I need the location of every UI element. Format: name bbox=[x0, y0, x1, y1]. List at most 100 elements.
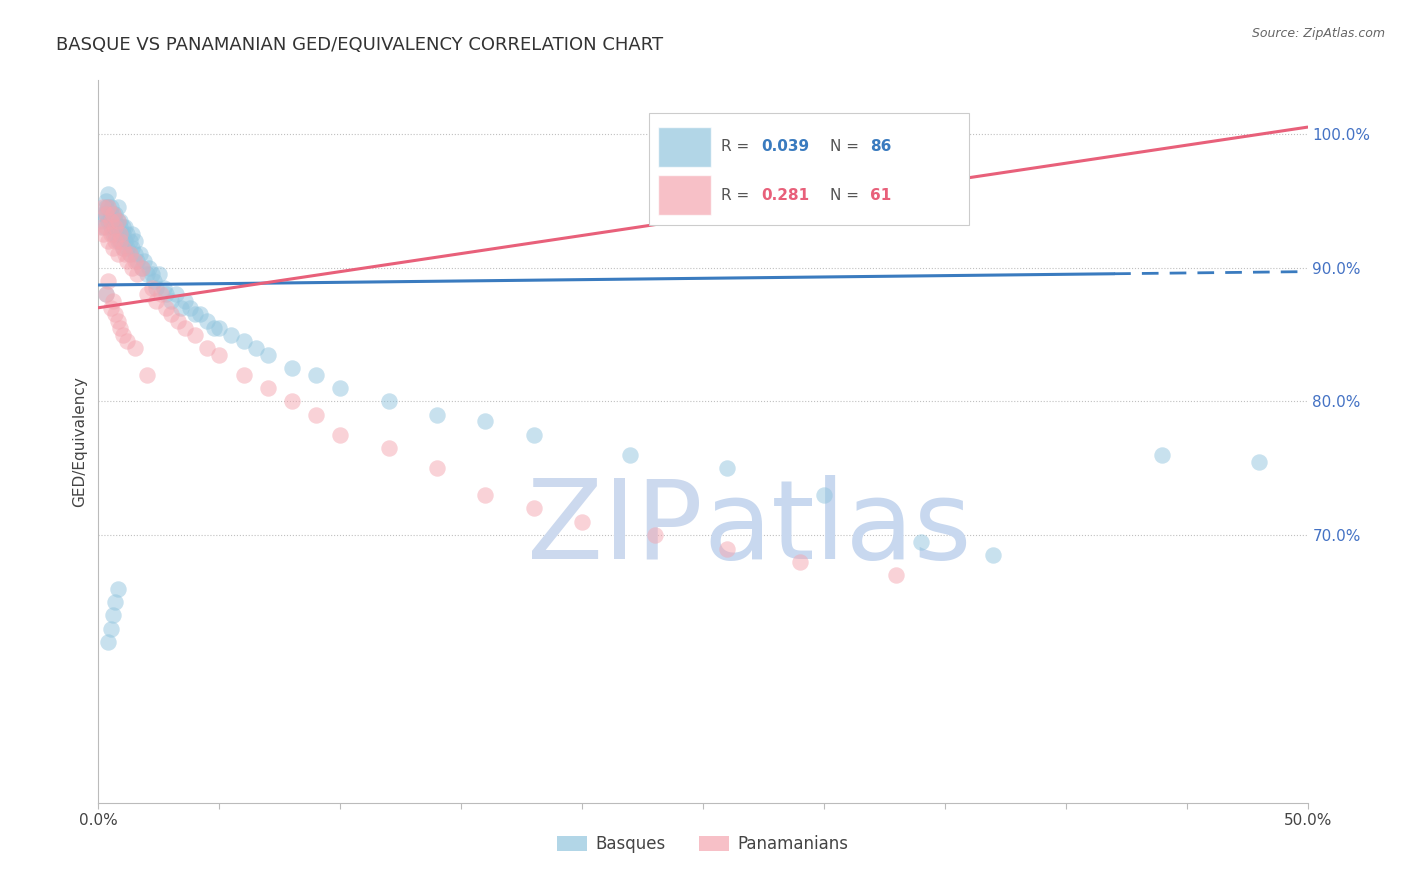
Text: ZIP: ZIP bbox=[527, 475, 703, 582]
Point bbox=[104, 227, 127, 241]
Point bbox=[100, 301, 122, 315]
Point bbox=[145, 280, 167, 294]
Point bbox=[117, 253, 139, 268]
Point bbox=[124, 341, 146, 355]
Point bbox=[107, 214, 129, 228]
Point bbox=[1152, 448, 1174, 462]
Point bbox=[94, 207, 117, 221]
Point bbox=[111, 327, 134, 342]
Point bbox=[108, 234, 131, 248]
Point bbox=[377, 394, 399, 409]
Point bbox=[910, 535, 932, 549]
Point bbox=[208, 321, 231, 335]
Point bbox=[232, 334, 254, 349]
Point bbox=[1249, 455, 1271, 469]
Point bbox=[108, 321, 131, 335]
Point bbox=[104, 234, 127, 248]
Point bbox=[108, 214, 131, 228]
Point bbox=[174, 321, 197, 335]
Point bbox=[886, 568, 908, 582]
Point bbox=[135, 268, 157, 282]
Point bbox=[94, 201, 117, 215]
FancyBboxPatch shape bbox=[658, 127, 711, 167]
Point bbox=[101, 241, 124, 255]
Point bbox=[523, 501, 546, 516]
Point bbox=[111, 220, 134, 235]
Point bbox=[97, 274, 120, 288]
Point bbox=[121, 241, 143, 255]
Point bbox=[174, 294, 197, 309]
Point bbox=[100, 207, 122, 221]
Point bbox=[90, 214, 112, 228]
FancyBboxPatch shape bbox=[648, 112, 969, 225]
Point bbox=[100, 214, 122, 228]
Point bbox=[107, 214, 129, 228]
Point bbox=[644, 528, 666, 542]
Point bbox=[281, 361, 304, 376]
Text: R =: R = bbox=[721, 188, 754, 203]
Point bbox=[114, 220, 136, 235]
Point bbox=[100, 622, 122, 636]
Y-axis label: GED/Equivalency: GED/Equivalency bbox=[72, 376, 87, 507]
Point bbox=[141, 280, 163, 294]
Point bbox=[131, 260, 153, 275]
Point bbox=[135, 368, 157, 382]
Point bbox=[111, 227, 134, 241]
Point bbox=[281, 394, 304, 409]
Point bbox=[127, 268, 149, 282]
Point bbox=[124, 247, 146, 261]
Point bbox=[107, 234, 129, 248]
Point bbox=[104, 308, 127, 322]
Point bbox=[107, 247, 129, 261]
Point bbox=[101, 207, 124, 221]
Point bbox=[108, 227, 131, 241]
Point bbox=[117, 227, 139, 241]
Point bbox=[107, 201, 129, 215]
Point bbox=[329, 381, 352, 395]
Point bbox=[377, 442, 399, 455]
Point bbox=[256, 348, 278, 362]
Point bbox=[91, 207, 114, 221]
Point bbox=[329, 428, 352, 442]
Point bbox=[571, 515, 593, 529]
Point bbox=[111, 241, 134, 255]
Point bbox=[94, 207, 117, 221]
Point bbox=[124, 234, 146, 248]
Point bbox=[188, 308, 211, 322]
Point bbox=[619, 448, 641, 462]
Point bbox=[127, 253, 149, 268]
Point bbox=[117, 241, 139, 255]
Point bbox=[138, 260, 160, 275]
Point bbox=[108, 220, 131, 235]
Point bbox=[94, 194, 117, 208]
Point bbox=[523, 428, 546, 442]
Point bbox=[179, 301, 201, 315]
Point bbox=[101, 227, 124, 241]
Point bbox=[111, 241, 134, 255]
Point bbox=[91, 201, 114, 215]
Text: N =: N = bbox=[830, 139, 863, 154]
Point bbox=[118, 234, 141, 248]
Point bbox=[167, 314, 190, 328]
Point bbox=[91, 220, 114, 235]
Point bbox=[426, 408, 449, 422]
Point bbox=[94, 287, 117, 301]
Point bbox=[101, 294, 124, 309]
Point bbox=[100, 227, 122, 241]
Point bbox=[474, 488, 496, 502]
Point bbox=[118, 247, 141, 261]
Point bbox=[101, 608, 124, 623]
Point bbox=[100, 220, 122, 235]
Point bbox=[169, 301, 191, 315]
Text: Source: ZipAtlas.com: Source: ZipAtlas.com bbox=[1251, 27, 1385, 40]
Point bbox=[101, 207, 124, 221]
Point bbox=[97, 234, 120, 248]
Point bbox=[108, 234, 131, 248]
Point bbox=[155, 287, 177, 301]
Point bbox=[160, 294, 183, 309]
Point bbox=[100, 210, 122, 224]
Point bbox=[716, 541, 738, 556]
Point bbox=[789, 555, 811, 569]
Point bbox=[145, 294, 167, 309]
Point bbox=[107, 582, 129, 596]
